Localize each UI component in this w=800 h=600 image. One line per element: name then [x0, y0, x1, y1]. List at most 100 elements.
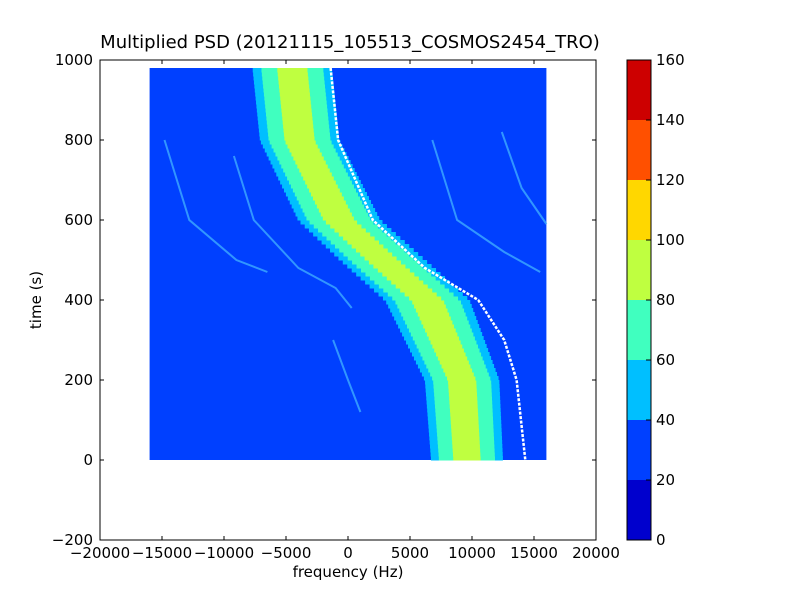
heatmap-band-core [451, 436, 480, 441]
heatmap-band-core [293, 156, 324, 161]
heatmap-band-core [441, 364, 471, 369]
y-tick-label: −200 [52, 531, 93, 549]
heatmap-band-core [282, 120, 313, 125]
heatmap-band-core [318, 208, 350, 213]
heatmap-band-core [443, 368, 473, 373]
heatmap-band-core [312, 196, 344, 201]
heatmap-band-core [432, 344, 463, 349]
heatmap-band-core [309, 188, 340, 193]
heatmap-band-core [448, 384, 477, 389]
colorbar-tick-label: 140 [656, 111, 685, 129]
heatmap-band-core [414, 304, 446, 309]
heatmap-band-core [278, 76, 309, 81]
heatmap-band-core [289, 148, 320, 153]
heatmap-band-core [303, 176, 334, 181]
heatmap-band-core [412, 300, 445, 305]
x-tick-label: −5000 [261, 544, 312, 562]
colorbar-level [627, 360, 651, 420]
heatmap-band-core [297, 164, 328, 169]
heatmap-band-core [305, 180, 336, 185]
heatmap-band-core [351, 244, 384, 249]
heatmap-band-core [449, 408, 478, 413]
colorbar-tick-label: 100 [656, 231, 685, 249]
heatmap-band-core [421, 320, 453, 325]
heatmap-band-core [452, 452, 481, 457]
heatmap-band-core [295, 160, 326, 165]
heatmap-band-core [377, 268, 410, 273]
y-axis-label: time (s) [27, 271, 45, 329]
colorbar-level [627, 300, 651, 360]
heatmap-band-core [386, 276, 419, 281]
y-tick-label: 0 [83, 451, 93, 469]
heatmap-band-core [301, 172, 332, 177]
heatmap-band-core [448, 380, 477, 385]
y-tick-label: 800 [64, 131, 93, 149]
faint-doppler-trace [332, 339, 362, 413]
heatmap-band-core [409, 296, 442, 301]
heatmap-band-core [373, 264, 406, 269]
heatmap-band-core [452, 448, 481, 453]
colorbar: 0 20 40 60 80 100 120 140 160 [626, 51, 685, 549]
heatmap-band-core [382, 272, 415, 277]
colorbar-level [627, 120, 651, 180]
x-tick-label: −20000 [70, 544, 130, 562]
heatmap-band-core [279, 88, 310, 93]
faint-doppler-trace [163, 139, 268, 273]
heatmap-band-core [368, 260, 401, 265]
heatmap-band-core [283, 124, 314, 129]
heatmap-band-core [449, 404, 478, 409]
y-tick-label: 400 [64, 291, 93, 309]
heatmap-band-core [279, 92, 310, 97]
colorbar-level [627, 240, 651, 300]
faint-doppler-trace [500, 131, 548, 225]
x-tick-label: 20000 [572, 544, 620, 562]
heatmap-band-core [450, 412, 479, 417]
heatmap-band-core [281, 112, 313, 117]
heatmap-band-core [281, 104, 312, 109]
heatmap-band-core [451, 428, 480, 433]
heatmap-band-core [278, 80, 309, 85]
colorbar-tick-label: 40 [656, 411, 675, 429]
trace-layer [163, 67, 548, 461]
heatmap-band-core [314, 200, 346, 205]
heatmap-band-core [439, 360, 469, 365]
heatmap-band-core [277, 68, 308, 73]
x-tick-label: 0 [343, 544, 353, 562]
heatmap-band-core [277, 72, 308, 77]
colorbar-tick-label: 0 [656, 531, 666, 549]
heatmap-band-core [283, 128, 314, 133]
heatmap-band-core [287, 144, 318, 149]
heatmap-band-core [330, 224, 362, 229]
heatmap-band-core [395, 284, 428, 289]
heatmap-band-core [450, 420, 479, 425]
heatmap-band-core [423, 324, 455, 329]
heatmap-band-core [280, 96, 311, 101]
heatmap-band-core [400, 288, 433, 293]
y-tick-label: 200 [64, 371, 93, 389]
heatmap-band-core [448, 392, 478, 397]
heatmap-cells [149, 68, 547, 461]
heatmap-band-core [360, 252, 393, 257]
heatmap-plot-area [99, 59, 597, 541]
x-tick-label: 5000 [391, 544, 429, 562]
heatmap-band-core [311, 192, 342, 197]
predicted-doppler-trace [329, 67, 527, 461]
colorbar-tick-label: 120 [656, 171, 685, 189]
x-axis: −20000 −15000 −10000 −5000 0 5000 10000 15000 20… [70, 60, 620, 562]
heatmap-band-core [355, 248, 388, 253]
y-axis: −200 0 200 400 600 800 1000 [52, 51, 596, 549]
heatmap-band-core [426, 332, 458, 337]
x-tick-label: −10000 [194, 544, 254, 562]
faint-doppler-trace [232, 155, 353, 309]
x-tick-label: 10000 [448, 544, 496, 562]
heatmap-band-core [425, 328, 456, 333]
heatmap-band-core [437, 356, 468, 361]
colorbar-level [627, 480, 651, 540]
colorbar-tick-label: 160 [656, 51, 685, 69]
y-tick-label: 600 [64, 211, 93, 229]
heatmap-band-core [338, 232, 371, 237]
heatmap-band-core [451, 424, 479, 429]
heatmap-band-core [428, 336, 459, 341]
heatmap-band-core [452, 444, 480, 449]
